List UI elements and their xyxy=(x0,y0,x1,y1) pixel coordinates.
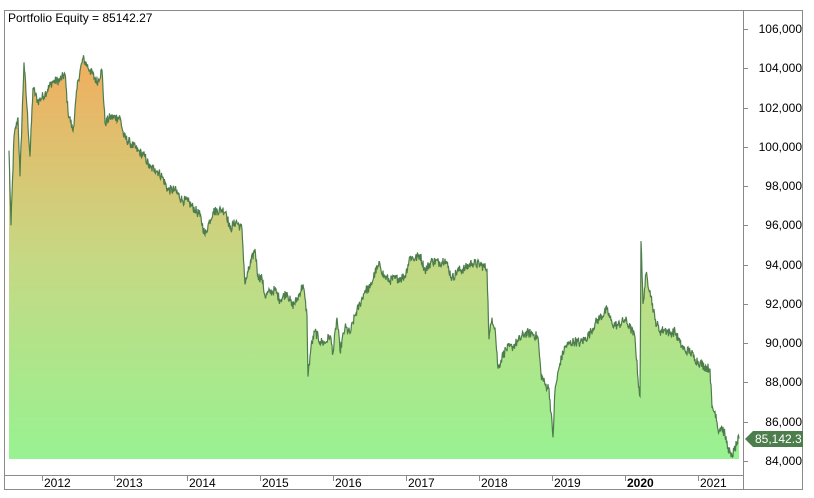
y-tick-label: 96,000 xyxy=(765,218,802,232)
y-tick-label: 92,000 xyxy=(765,297,802,311)
y-tick xyxy=(743,108,748,109)
chart-frame xyxy=(4,10,803,490)
x-tick xyxy=(42,476,43,481)
x-tick-label: 2019 xyxy=(554,476,581,490)
y-tick-label: 86,000 xyxy=(765,415,802,429)
y-tick xyxy=(743,461,748,462)
y-tick-label: 102,000 xyxy=(758,101,802,115)
x-tick xyxy=(406,476,407,481)
equity-line xyxy=(8,55,740,459)
y-tick xyxy=(743,343,748,344)
x-tick-label: 2013 xyxy=(116,476,143,490)
x-tick-label: 2017 xyxy=(408,476,435,490)
y-tick xyxy=(743,68,748,69)
plot-area[interactable] xyxy=(4,10,744,476)
y-tick-label: 98,000 xyxy=(765,179,802,193)
y-tick-label: 90,000 xyxy=(765,336,802,350)
chart-title: Portfolio Equity = 85142.27 xyxy=(8,11,153,25)
y-tick xyxy=(743,147,748,148)
y-tick xyxy=(743,304,748,305)
x-tick xyxy=(698,476,699,481)
x-tick-label: 2021 xyxy=(700,476,727,490)
y-tick xyxy=(743,29,748,30)
x-tick-label: 2014 xyxy=(189,476,216,490)
y-tick-label: 94,000 xyxy=(765,258,802,272)
x-tick xyxy=(187,476,188,481)
badge-arrow-icon xyxy=(745,430,753,447)
y-tick xyxy=(743,265,748,266)
y-tick xyxy=(743,382,748,383)
last-value-label: 85,142.3 xyxy=(753,430,803,447)
last-value-badge: 85,142.3 xyxy=(745,430,803,447)
y-tick-label: 88,000 xyxy=(765,375,802,389)
x-tick xyxy=(625,476,626,481)
x-tick xyxy=(333,476,334,481)
y-tick xyxy=(743,422,748,423)
y-tick xyxy=(743,186,748,187)
x-axis[interactable] xyxy=(4,475,744,490)
x-tick-label: 2020 xyxy=(627,476,654,490)
y-tick-label: 100,000 xyxy=(758,140,802,154)
y-tick xyxy=(743,225,748,226)
x-tick xyxy=(479,476,480,481)
x-tick xyxy=(114,476,115,481)
x-tick-label: 2015 xyxy=(262,476,289,490)
x-tick-label: 2018 xyxy=(481,476,508,490)
x-tick xyxy=(260,476,261,481)
y-tick-label: 84,000 xyxy=(765,454,802,468)
equity-area-fill xyxy=(9,55,739,459)
y-tick-label: 104,000 xyxy=(758,61,802,75)
x-tick xyxy=(552,476,553,481)
x-tick-label: 2012 xyxy=(44,476,71,490)
x-tick-label: 2016 xyxy=(335,476,362,490)
y-tick-label: 106,000 xyxy=(758,22,802,36)
